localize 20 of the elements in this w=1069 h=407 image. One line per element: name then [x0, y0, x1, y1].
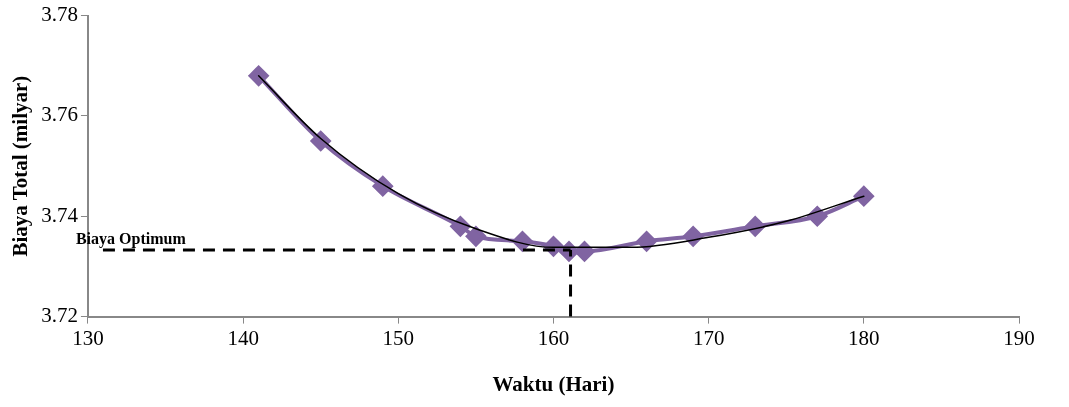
- point: [574, 241, 595, 262]
- y-tick-label: 3.76: [41, 102, 78, 127]
- ref-line-label: Biaya Optimum: [75, 230, 187, 249]
- y-tick-label: 3.74: [41, 202, 79, 227]
- x-tick-label: 160: [537, 325, 570, 350]
- y-tick-label: 3.72: [41, 303, 78, 328]
- x-axis-title: Waktu (Hari): [492, 371, 615, 396]
- x-tick-label: 140: [227, 325, 259, 350]
- y-axis-title: Biaya Total (milyar): [8, 75, 33, 257]
- x-tick-label: 190: [1003, 325, 1035, 350]
- point: [248, 65, 269, 86]
- y-tick-label: 3.78: [41, 2, 78, 27]
- point: [683, 226, 704, 247]
- x-tick-label: 130: [72, 325, 104, 350]
- x-tick-label: 180: [848, 325, 880, 350]
- point: [465, 226, 486, 247]
- point: [636, 231, 657, 252]
- x-tick-label: 170: [692, 325, 725, 350]
- point: [853, 186, 874, 207]
- x-tick-label: 150: [382, 325, 415, 350]
